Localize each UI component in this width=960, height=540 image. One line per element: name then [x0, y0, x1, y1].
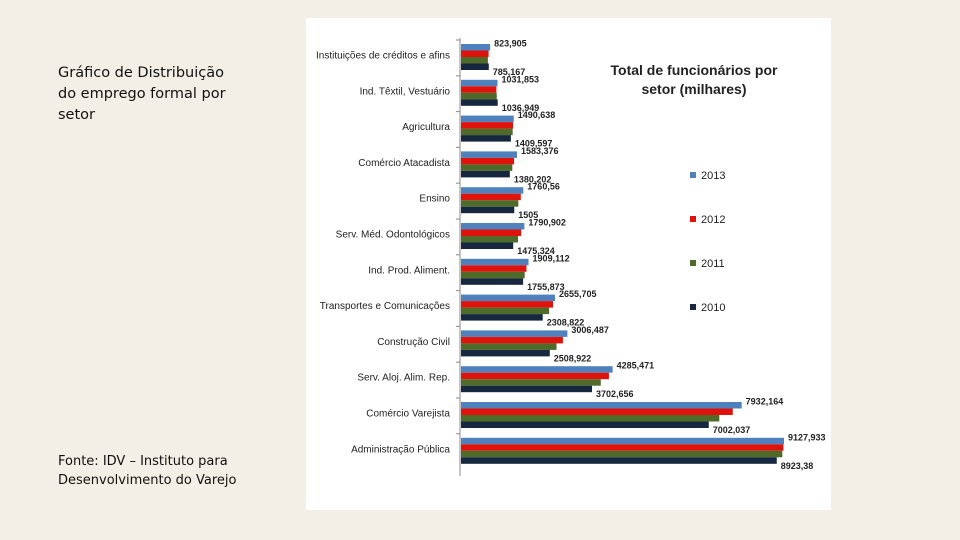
bar-2010 [461, 314, 543, 321]
chart-panel: Instituições de créditos e afins 823,905 7… [306, 18, 831, 510]
bar-2012 [461, 122, 514, 129]
data-label-2013: 3006,487 [571, 325, 609, 335]
bar-2011 [461, 343, 557, 350]
slide-source: Fonte: IDV – Instituto para Desenvolvime… [58, 454, 237, 488]
bar-2010 [461, 349, 550, 357]
bar-2012 [461, 408, 733, 415]
legend-label-2012: 2012 [701, 214, 725, 226]
category-label: Instituições de créditos e afins [316, 51, 450, 62]
bar-2010 [461, 63, 489, 70]
bar-2010 [461, 206, 515, 214]
data-label-2013: 1583,376 [521, 146, 559, 156]
bar-2011 [461, 236, 518, 243]
bar-2011 [461, 379, 601, 386]
legend-swatch-2010 [690, 304, 696, 310]
category-label: Ind. Têxtil, Vestuário [360, 86, 451, 97]
data-label-2013: 4285,471 [617, 361, 655, 371]
legend-swatch-2012 [690, 216, 696, 222]
data-label-2010: 7002,037 [713, 425, 751, 435]
bar-2012 [461, 157, 515, 165]
category-label: Comércio Varejista [366, 409, 450, 420]
category-label: Serv. Méd. Odontológicos [336, 230, 450, 241]
category-label: Ind. Prod. Aliment. [368, 265, 450, 276]
bar-2010 [461, 457, 777, 464]
category-label: Administração Pública [351, 444, 450, 455]
data-label-2010: 2308,822 [547, 318, 585, 328]
data-label-2013: 1760,56 [527, 182, 560, 192]
bar-2011 [461, 128, 513, 136]
bar-2011 [461, 450, 783, 458]
bar-2011 [461, 57, 488, 64]
category-label: Ensino [419, 194, 450, 205]
bar-chart: Instituições de créditos e afins 823,905 7… [316, 38, 826, 476]
data-label-2010: 1036,949 [502, 103, 540, 113]
legend-label-2010: 2010 [701, 302, 725, 314]
legend-label-2013: 2013 [701, 170, 725, 182]
bar-2010 [461, 385, 593, 393]
bar-2012 [461, 50, 489, 57]
bar-2011 [461, 271, 525, 279]
bar-2012 [461, 265, 527, 272]
bar-2011 [461, 164, 513, 171]
slide-caption: Gráfico de Distribuição do emprego forma… [58, 65, 226, 123]
data-label-2010: 8923,38 [781, 461, 814, 471]
data-label-2013: 823,905 [494, 39, 527, 49]
data-label-2010: 785,167 [493, 67, 526, 77]
data-label-2010: 1755,873 [527, 282, 565, 292]
data-label-2010: 1475,324 [517, 246, 555, 256]
data-label-2010: 2508,922 [554, 353, 592, 363]
bar-2011 [461, 200, 519, 207]
bar-2012 [461, 444, 784, 451]
bar-2013 [461, 115, 514, 123]
category-label: Agricultura [402, 122, 450, 133]
data-label-2013: 1490,638 [518, 110, 556, 120]
bar-2013 [461, 294, 555, 302]
bar-2010 [461, 421, 709, 428]
chart-title-line-2: setor (milhares) [641, 81, 746, 97]
bar-2013 [461, 330, 568, 337]
bar-2013 [461, 223, 525, 230]
bar-2010 [461, 170, 510, 178]
data-label-2013: 1790,902 [528, 218, 566, 228]
data-label-2010: 1409,597 [515, 139, 553, 149]
bar-2012 [461, 336, 563, 344]
bar-2013 [461, 151, 518, 158]
bar-2012 [461, 301, 554, 308]
legend-label-2011: 2011 [701, 258, 725, 270]
data-label-2010: 3702,656 [596, 389, 634, 399]
bar-2010 [461, 135, 511, 142]
category-label: Construção Civil [377, 337, 450, 348]
data-label-2010: 1505 [518, 210, 538, 220]
legend-swatch-2011 [690, 260, 696, 266]
bar-2010 [461, 242, 514, 249]
bar-2013 [461, 187, 524, 194]
bar-2012 [461, 86, 497, 93]
bar-2013 [461, 79, 498, 87]
data-label-2013: 1909,112 [533, 253, 570, 263]
bar-2011 [461, 307, 550, 315]
bar-2013 [461, 437, 784, 445]
bar-2013 [461, 366, 613, 373]
data-label-2010: 1380,202 [514, 174, 552, 184]
bar-2011 [461, 92, 497, 100]
bar-2013 [461, 258, 529, 266]
data-label-2013: 9127,933 [788, 432, 826, 442]
data-label-2013: 2655,705 [559, 289, 597, 299]
bar-2010 [461, 278, 524, 285]
bar-2011 [461, 415, 720, 422]
category-label: Comércio Atacadista [358, 158, 450, 169]
bar-2012 [461, 229, 522, 236]
chart-title-line-1: Total de funcionários por [611, 62, 779, 78]
category-label: Transportes e Comunicações [320, 301, 450, 312]
bar-2012 [461, 193, 521, 201]
bar-2013 [461, 44, 491, 51]
bar-2010 [461, 99, 498, 106]
legend-swatch-2013 [690, 172, 696, 178]
data-label-2013: 1031,853 [502, 74, 540, 84]
category-label: Serv. Aloj. Alim. Rep. [357, 373, 450, 384]
bar-2013 [461, 402, 742, 409]
data-label-2013: 7932,164 [746, 397, 784, 407]
bar-2012 [461, 372, 609, 380]
